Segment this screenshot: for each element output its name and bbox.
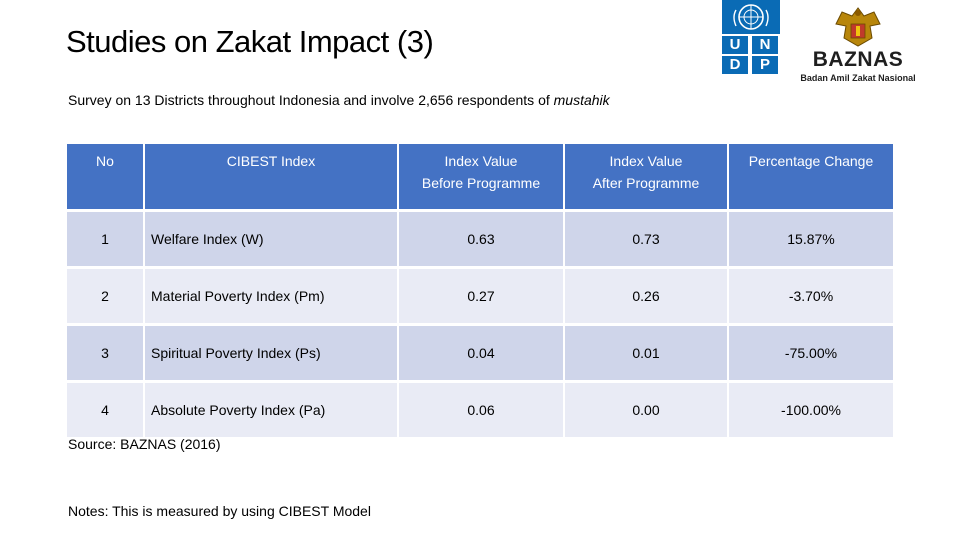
header-change: Percentage Change: [728, 144, 893, 212]
cell-change: 15.87%: [728, 210, 893, 269]
undp-letter-d: D: [722, 56, 748, 74]
header-after: Index Value After Programme: [564, 144, 729, 212]
cell-index: Material Poverty Index (Pm): [144, 267, 399, 326]
undp-letter-n: N: [752, 36, 778, 54]
cell-no: 2: [67, 267, 145, 326]
table-row: 2 Material Poverty Index (Pm) 0.27 0.26 …: [67, 267, 893, 326]
cell-change: -3.70%: [728, 267, 893, 326]
cell-after: 0.73: [564, 210, 729, 269]
header-cibest-index: CIBEST Index: [144, 144, 399, 212]
garuda-emblem-icon: [835, 7, 881, 47]
cibest-table: No CIBEST Index Index Value Before Progra…: [67, 144, 893, 440]
cell-change: -75.00%: [728, 324, 893, 383]
cell-index: Welfare Index (W): [144, 210, 399, 269]
subtitle: Survey on 13 Districts throughout Indone…: [68, 92, 610, 108]
baznas-wordmark: BAZNAS: [812, 48, 904, 71]
baznas-subtitle: Badan Amil Zakat Nasional: [800, 73, 916, 83]
cell-before: 0.06: [398, 381, 565, 440]
header-no: No: [67, 144, 145, 212]
header-before: Index Value Before Programme: [398, 144, 565, 212]
cell-after: 0.01: [564, 324, 729, 383]
source-note: Source: BAZNAS (2016): [68, 436, 221, 452]
cell-no: 4: [67, 381, 145, 440]
baznas-logo: BAZNAS Badan Amil Zakat Nasional: [786, 4, 930, 86]
undp-letter-p: P: [752, 56, 778, 74]
table-row: 1 Welfare Index (W) 0.63 0.73 15.87%: [67, 210, 893, 269]
cell-after: 0.26: [564, 267, 729, 326]
subtitle-text: Survey on 13 Districts throughout Indone…: [68, 92, 554, 108]
notes-text: Notes: This is measured by using CIBEST …: [68, 503, 371, 519]
cell-after: 0.00: [564, 381, 729, 440]
page-title: Studies on Zakat Impact (3): [66, 24, 434, 59]
cell-index: Absolute Poverty Index (Pa): [144, 381, 399, 440]
table-row: 3 Spiritual Poverty Index (Ps) 0.04 0.01…: [67, 324, 893, 383]
table-header-row: No CIBEST Index Index Value Before Progra…: [67, 144, 893, 212]
table-row: 4 Absolute Poverty Index (Pa) 0.06 0.00 …: [67, 381, 893, 440]
header-after-line1: Index Value: [609, 153, 683, 169]
cell-no: 1: [67, 210, 145, 269]
cell-before: 0.04: [398, 324, 565, 383]
cell-no: 3: [67, 324, 145, 383]
cell-index: Spiritual Poverty Index (Ps): [144, 324, 399, 383]
header-before-line1: Index Value: [444, 153, 518, 169]
un-globe-icon: [733, 4, 769, 30]
subtitle-italic: mustahik: [553, 92, 610, 108]
header-before-line2: Before Programme: [421, 175, 541, 191]
undp-letter-u: U: [722, 36, 748, 54]
undp-emblem: [722, 0, 780, 34]
cell-change: -100.00%: [728, 381, 893, 440]
header-after-line2: After Programme: [592, 175, 700, 191]
cell-before: 0.63: [398, 210, 565, 269]
cell-before: 0.27: [398, 267, 565, 326]
undp-logo: U N D P: [722, 0, 780, 84]
